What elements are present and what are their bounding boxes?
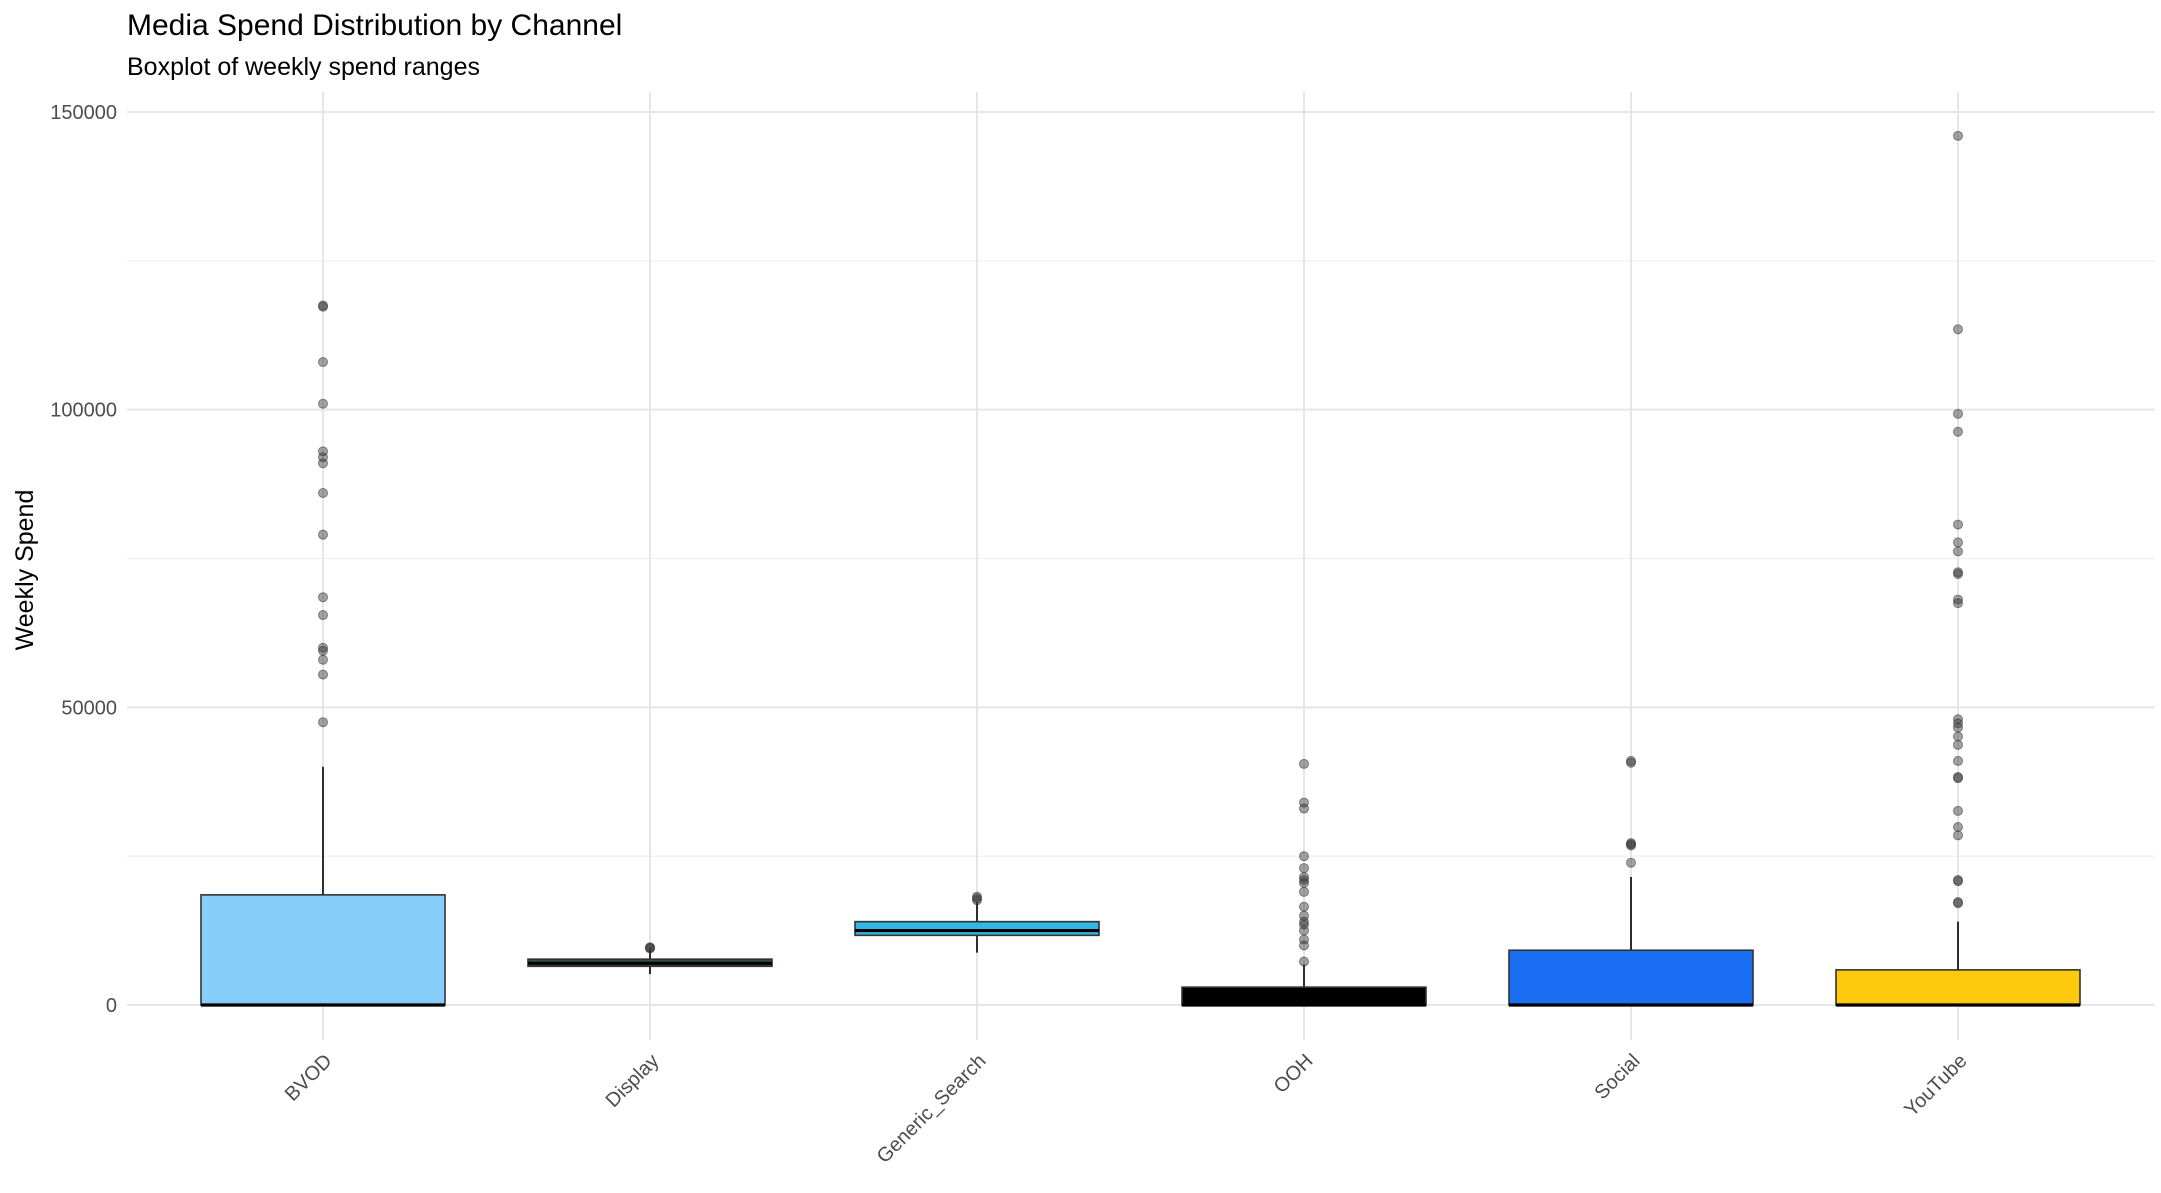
outlier-point [1299,863,1309,874]
box-bvod [200,300,446,1007]
axis-layer: 0 50000 100000 150000 BVOD Display Generic_Sea… [50,102,1971,1168]
outlier-point [1953,537,1963,548]
y-tick-label: 100000 [50,400,117,422]
outlier-point [645,943,655,954]
outlier-point [1953,773,1963,784]
outlier-point [1299,956,1309,967]
outlier-point [1299,803,1309,814]
y-tick-label: 50000 [61,697,117,719]
outlier-point [318,669,328,680]
outlier-point [318,592,328,603]
outlier-point [1953,546,1963,557]
outlier-point [1299,851,1309,862]
outlier-point [1953,830,1963,841]
outlier-point [1299,925,1309,936]
box-ooh [1181,758,1427,1007]
outlier-point [318,301,328,312]
x-tick-label: YouTube [1900,1050,1971,1121]
outlier-point [1299,758,1309,769]
outlier-point [318,645,328,656]
outlier-point [1953,519,1963,530]
x-tick-label: Display [602,1050,664,1112]
box-body [1508,949,1754,1006]
outlier-point [1953,821,1963,832]
outlier-point [1953,594,1963,605]
outlier-point [1626,757,1636,768]
outlier-point [1953,722,1963,733]
outlier-point [318,398,328,409]
outlier-point [318,488,328,499]
outlier-point [1953,130,1963,141]
x-tick-label: OOH [1270,1050,1318,1098]
box-body [1181,986,1427,1006]
grid-layer [127,92,2155,1040]
outlier-point [1299,874,1309,885]
x-tick-label: Social [1590,1050,1644,1104]
y-tick-label: 150000 [50,102,117,124]
y-axis-title: Weekly Spend [11,490,39,651]
outlier-point [318,610,328,621]
box-body [1835,969,2081,1006]
outlier-point [1953,731,1963,742]
outlier-point [318,357,328,368]
outlier-point [318,642,328,653]
outlier-point [1953,324,1963,335]
outlier-point [1626,857,1636,868]
outlier-point [1299,886,1309,897]
outlier-point [1953,598,1963,609]
outlier-point [1299,901,1309,912]
chart-subtitle: Boxplot of weekly spend ranges [127,53,480,81]
outlier-point [1299,877,1309,888]
outlier-point [1953,408,1963,419]
box-youtube [1835,130,2081,1007]
box-generic-search [854,891,1100,953]
box-display [527,942,773,975]
x-tick-label: BVOD [281,1050,337,1106]
outlier-point [972,895,982,906]
outlier-point [318,458,328,469]
box-body [854,920,1100,937]
outlier-point [1953,876,1963,887]
outlier-point [1953,568,1963,579]
outlier-point [318,529,328,540]
x-tick-label: Generic_Search [873,1050,991,1168]
box-social [1508,755,1754,1007]
outlier-point [1953,805,1963,816]
outlier-point [1953,755,1963,766]
outlier-point [1953,426,1963,437]
outlier-point [1953,739,1963,750]
outlier-point [1953,898,1963,909]
outlier-point [1626,840,1636,851]
outlier-point [318,654,328,665]
outlier-point [318,717,328,728]
outlier-point [1299,940,1309,951]
plot-layer [200,130,2081,1007]
box-body [200,894,446,1006]
y-tick-label: 0 [106,995,117,1017]
chart-title: Media Spend Distribution by Channel [127,9,622,42]
